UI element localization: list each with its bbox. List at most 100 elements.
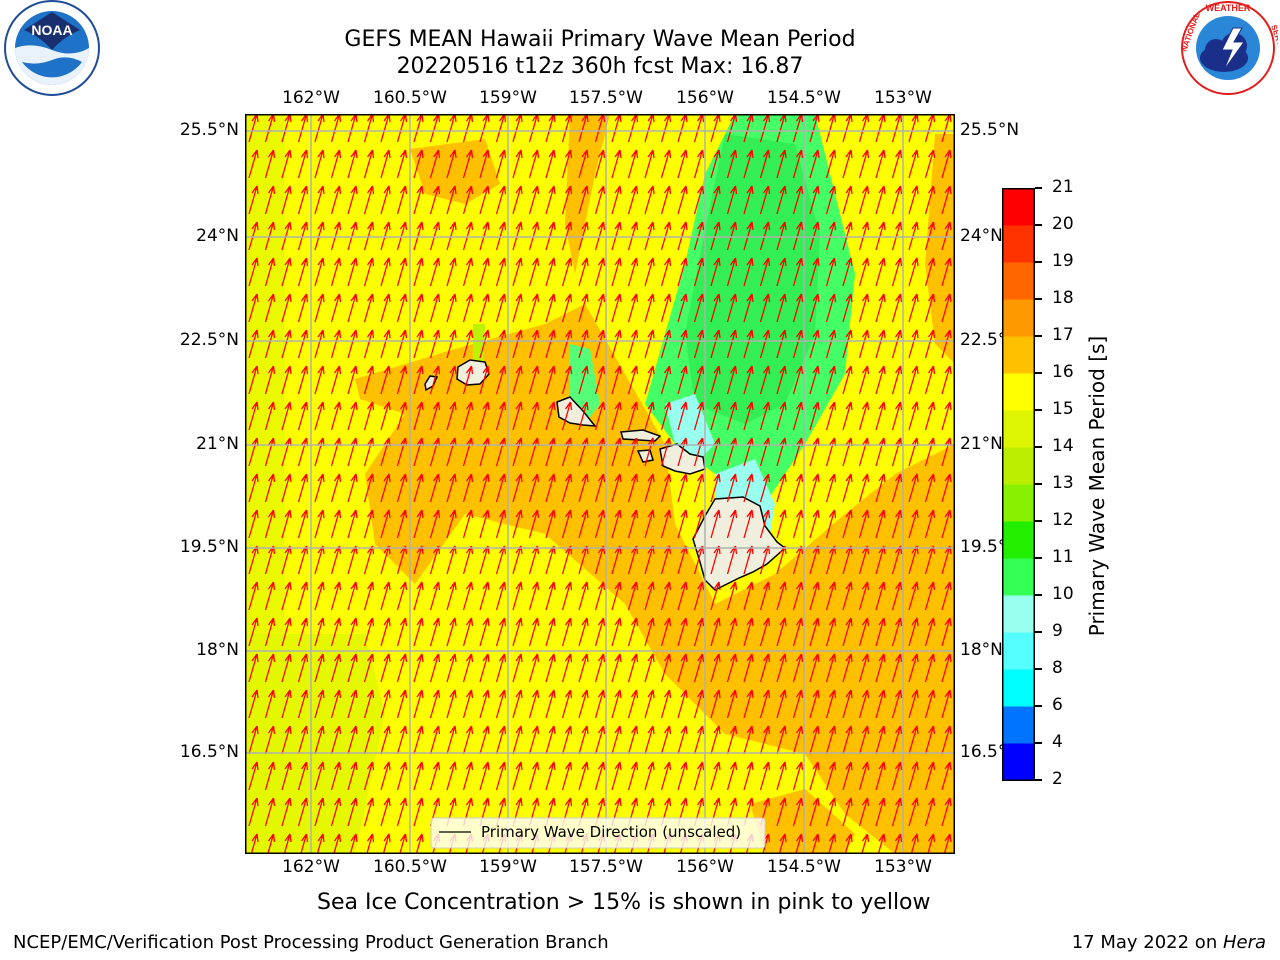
wave-arrow bbox=[891, 653, 903, 683]
wave-arrow bbox=[891, 617, 903, 647]
wave-arrow bbox=[248, 221, 259, 251]
wave-arrow bbox=[776, 581, 787, 611]
wave-arrow bbox=[776, 293, 787, 323]
wave-arrow bbox=[726, 185, 738, 215]
wave-arrow bbox=[314, 365, 325, 395]
colorbar-tick bbox=[1035, 409, 1042, 411]
wave-arrow bbox=[479, 221, 490, 251]
wave-arrow bbox=[627, 185, 639, 215]
wave-arrow bbox=[910, 833, 919, 854]
wave-arrow bbox=[446, 581, 457, 611]
wave-arrow bbox=[528, 617, 540, 647]
wave-arrow bbox=[363, 473, 375, 503]
wave-arrow bbox=[512, 761, 523, 791]
wave-arrow bbox=[347, 509, 358, 539]
wave-arrow bbox=[479, 653, 490, 683]
wave-arrow bbox=[561, 221, 573, 251]
wave-arrow bbox=[644, 221, 655, 251]
wave-arrow bbox=[479, 617, 490, 647]
wave-arrow bbox=[776, 401, 787, 431]
wave-arrow bbox=[281, 257, 292, 287]
wave-arrow bbox=[330, 689, 342, 719]
wave-arrow bbox=[248, 401, 259, 431]
wave-arrow bbox=[875, 221, 886, 251]
wave-arrow bbox=[545, 581, 556, 611]
wave-arrow bbox=[545, 689, 556, 719]
wave-arrow bbox=[759, 761, 771, 791]
wave-arrow bbox=[347, 797, 358, 827]
wave-arrow bbox=[743, 401, 754, 431]
wave-arrow bbox=[710, 185, 721, 215]
wave-arrow bbox=[248, 293, 259, 323]
wave-arrow bbox=[462, 329, 474, 359]
wave-arrow bbox=[941, 581, 952, 611]
wave-arrow bbox=[264, 257, 276, 287]
wave-arrow bbox=[248, 509, 259, 539]
wave-arrow bbox=[809, 293, 820, 323]
wave-arrow bbox=[297, 149, 309, 179]
colorbar-tick bbox=[1035, 557, 1042, 559]
wave-arrow bbox=[264, 221, 276, 251]
footer-left: NCEP/EMC/Verification Post Processing Pr… bbox=[13, 932, 609, 953]
wave-arrow bbox=[561, 689, 573, 719]
wave-arrow bbox=[875, 149, 886, 179]
wave-arrow bbox=[611, 293, 622, 323]
wave-arrow bbox=[495, 761, 507, 791]
wave-arrow bbox=[349, 833, 358, 854]
island-molokai bbox=[620, 429, 662, 442]
wave-arrow bbox=[776, 689, 787, 719]
wave-arrow bbox=[825, 617, 837, 647]
wave-arrow bbox=[297, 509, 309, 539]
wave-arrow bbox=[561, 185, 573, 215]
wave-arrow bbox=[924, 221, 936, 251]
wave-arrow bbox=[528, 581, 540, 611]
wave-arrow bbox=[446, 257, 457, 287]
wave-arrow bbox=[660, 689, 672, 719]
wave-arrow bbox=[908, 221, 919, 251]
wave-arrow bbox=[297, 653, 309, 683]
wave-arrow bbox=[281, 653, 292, 683]
wave-arrow bbox=[693, 473, 705, 503]
colorbar-tick bbox=[1035, 298, 1042, 300]
wave-arrow bbox=[429, 689, 441, 719]
wave-arrow bbox=[908, 581, 919, 611]
wave-arrow bbox=[677, 653, 688, 683]
wave-arrow bbox=[314, 329, 325, 359]
wave-arrow bbox=[267, 833, 276, 854]
wave-arrow bbox=[726, 653, 738, 683]
wave-arrow bbox=[776, 185, 787, 215]
wave-arrow bbox=[908, 689, 919, 719]
wave-arrow bbox=[825, 257, 837, 287]
wave-arrow bbox=[611, 365, 622, 395]
colorbar-tick bbox=[1035, 483, 1042, 485]
wave-arrow bbox=[281, 689, 292, 719]
wave-arrow bbox=[710, 221, 721, 251]
wave-arrow bbox=[281, 473, 292, 503]
wave-arrow bbox=[809, 761, 820, 791]
wave-arrow bbox=[495, 221, 507, 251]
wave-arrow bbox=[561, 149, 573, 179]
wave-arrow bbox=[330, 761, 342, 791]
wave-arrow bbox=[281, 725, 292, 755]
wave-arrow bbox=[297, 401, 309, 431]
wave-arrow bbox=[924, 149, 936, 179]
wave-arrow bbox=[875, 473, 886, 503]
wave-arrow bbox=[528, 329, 540, 359]
wave-arrow bbox=[842, 761, 853, 791]
wave-arrow bbox=[726, 509, 738, 539]
wave-arrow bbox=[281, 509, 292, 539]
wave-arrow bbox=[363, 725, 375, 755]
wave-arrow bbox=[627, 401, 639, 431]
wave-arrow bbox=[545, 761, 556, 791]
colorbar-tick-label: 16 bbox=[1052, 362, 1074, 382]
wave-arrow bbox=[842, 581, 853, 611]
wave-arrow bbox=[347, 473, 358, 503]
wave-arrow bbox=[875, 581, 886, 611]
wave-arrow bbox=[825, 401, 837, 431]
wave-arrow bbox=[842, 509, 853, 539]
wave-arrow bbox=[825, 653, 837, 683]
colorbar-segment bbox=[1002, 225, 1034, 263]
wave-arrow bbox=[512, 329, 523, 359]
wave-arrow bbox=[380, 797, 391, 827]
wave-arrow bbox=[380, 509, 391, 539]
